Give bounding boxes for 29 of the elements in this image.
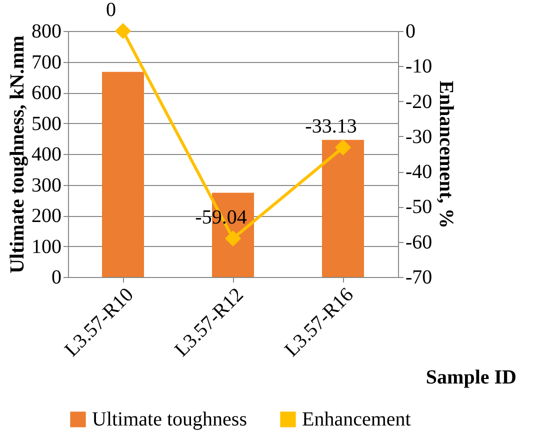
point [334,139,352,156]
bar [322,140,364,277]
point [114,22,132,40]
y2-tick-label: -20 [406,90,432,113]
y-tick-label: 400 [32,144,62,166]
y2-tick-label: -70 [406,266,432,288]
y2-tick-label: -30 [406,126,432,148]
y2-axis-title: Enhancement, % [435,80,458,228]
y2-tick-label: -50 [406,196,432,218]
y-axis-title: Ultimate toughness, kN.mm [6,35,28,274]
y-tick-label: 200 [32,205,62,227]
y-tick-label: 500 [32,112,62,135]
y-tick-label: 600 [32,82,62,104]
y-tick-label: 800 [32,20,62,42]
y2-tick-label: -60 [406,231,432,254]
y-tick-label: 0 [52,266,62,288]
legend-label: Ultimate toughness [92,408,248,430]
legend-label: Enhancement [302,408,412,430]
data-label: 0 [106,0,116,21]
y-tick-label: 700 [32,51,62,74]
y2-tick-label: -40 [406,161,432,184]
y-tick-label: 100 [32,236,62,258]
point [224,230,242,247]
x-axis-title: Sample ID [426,366,516,388]
y2-tick-label: 0 [406,20,416,42]
y2-tick-label: -10 [406,56,432,78]
data-label: -33.13 [305,115,357,138]
bar [102,72,144,277]
y-tick-label: 300 [32,174,62,196]
